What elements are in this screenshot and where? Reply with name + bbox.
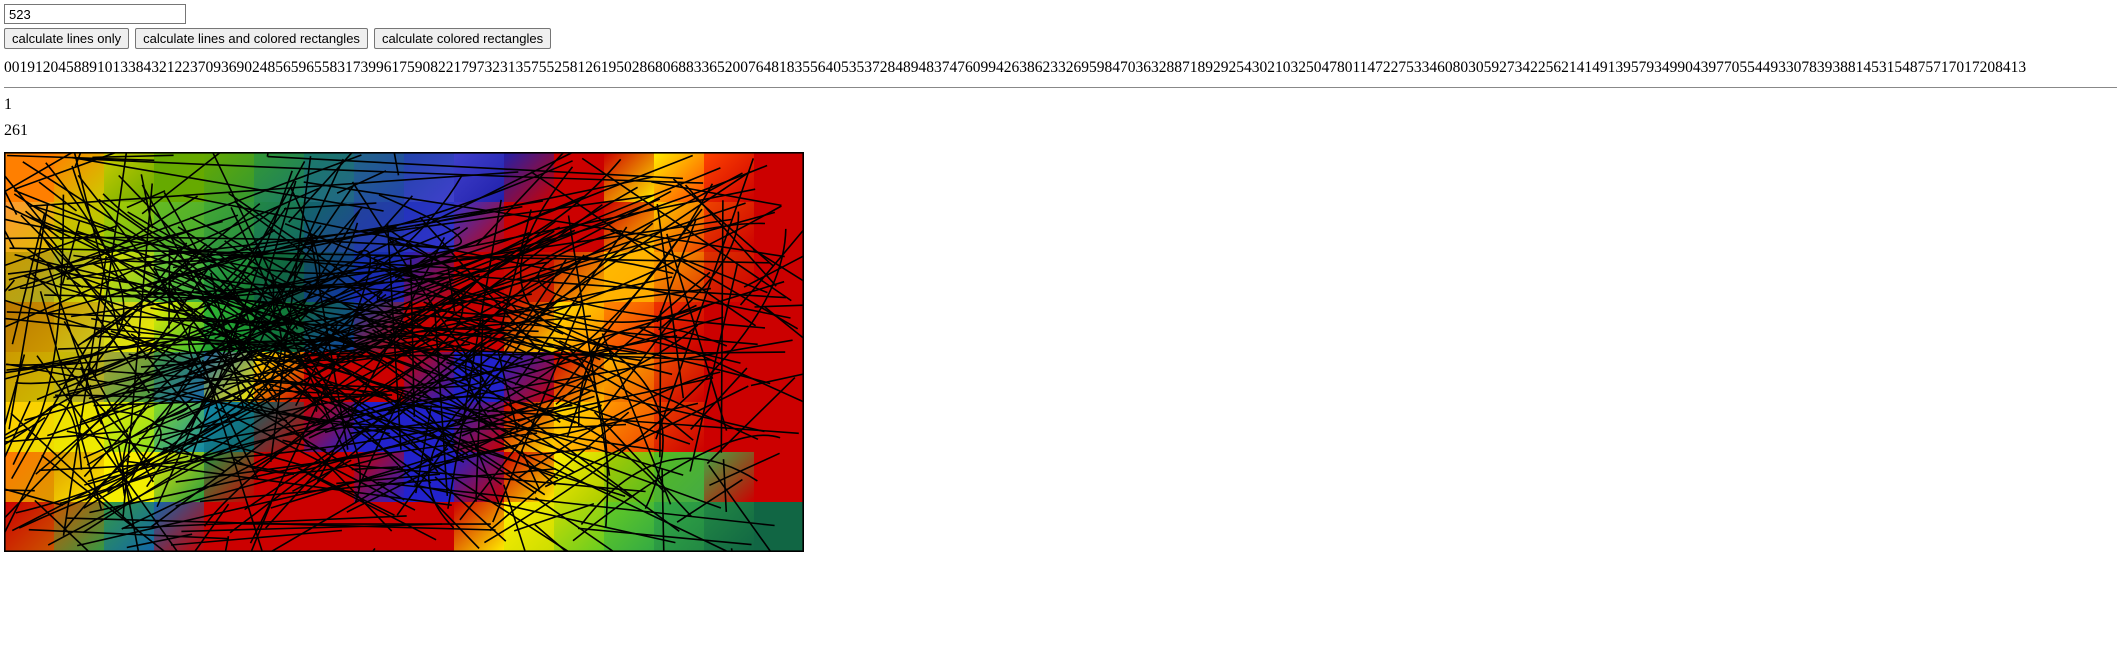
calculate-colored-rects-button[interactable]: calculate colored rectangles — [374, 28, 551, 49]
calculate-lines-and-rects-button[interactable]: calculate lines and colored rectangles — [135, 28, 368, 49]
visualization-canvas — [4, 152, 804, 552]
stat-2: 261 — [4, 122, 2117, 140]
number-input[interactable] — [4, 4, 186, 24]
digits-output: 0019120458891013384321223709369024856596… — [4, 59, 2117, 77]
stat-1: 1 — [4, 96, 2117, 114]
calculate-lines-only-button[interactable]: calculate lines only — [4, 28, 129, 49]
divider — [4, 87, 2117, 88]
